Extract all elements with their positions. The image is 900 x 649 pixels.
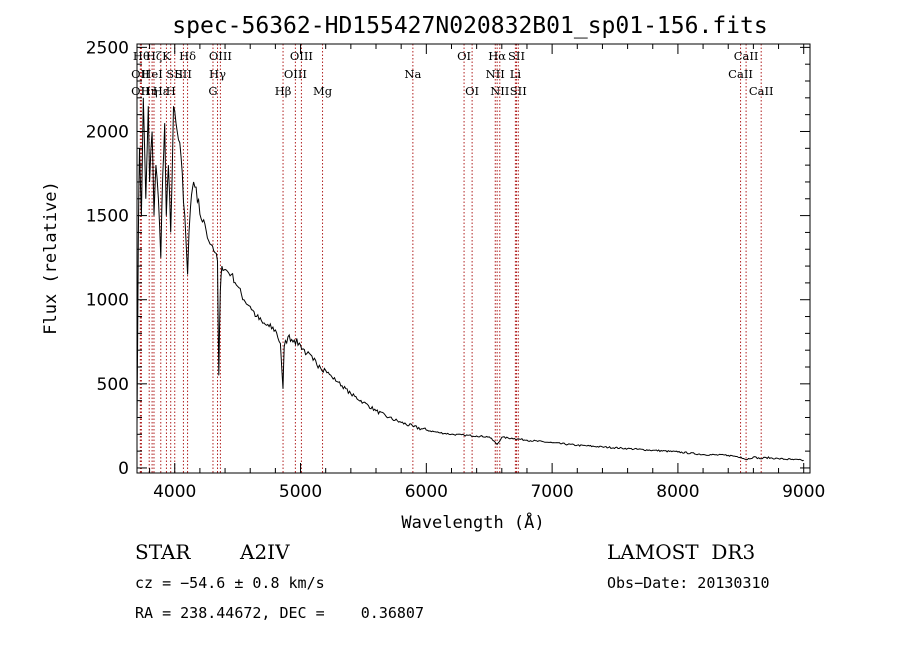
spectral-line-label: Hγ bbox=[209, 67, 226, 81]
y-tick-label: 2000 bbox=[86, 122, 129, 142]
redshift-velocity: cz = −54.6 ± 0.8 km/s bbox=[135, 574, 325, 592]
y-tick-label: 1500 bbox=[86, 207, 129, 227]
spectral-line-label: HeI bbox=[141, 67, 162, 81]
x-axis-label: Wavelength (Å) bbox=[401, 511, 544, 533]
y-tick-label: 500 bbox=[97, 375, 129, 395]
spectral-line-label: K bbox=[162, 49, 171, 63]
observation-date: Obs−Date: 20130310 bbox=[607, 574, 770, 592]
spectral-line-label: H bbox=[166, 84, 176, 98]
y-tick-label: 1000 bbox=[86, 291, 129, 311]
plot-frame bbox=[136, 43, 811, 474]
spectral-line-label: Hδ bbox=[179, 49, 196, 63]
spectral-line-markers bbox=[139, 44, 762, 473]
spectral-line-label: CaII bbox=[749, 84, 774, 98]
spectral-line-label: CaII bbox=[734, 49, 759, 63]
flux-series-line bbox=[136, 97, 804, 462]
object-subclass: A2IV bbox=[240, 540, 290, 564]
chart-title: spec-56362-HD155427N020832B01_sp01-156.f… bbox=[172, 13, 767, 39]
spectral-line-label: Li bbox=[510, 67, 522, 81]
spectral-line-label: SII bbox=[175, 67, 192, 81]
y-axis-label: Flux (relative) bbox=[41, 181, 61, 335]
spectral-line-label: OI bbox=[465, 84, 479, 98]
spectral-line-label: OIII bbox=[284, 67, 307, 81]
y-tick-label: 2500 bbox=[86, 38, 129, 58]
spectral-line-label: OIII bbox=[209, 49, 232, 63]
spectral-line-label: OII bbox=[131, 67, 150, 81]
coordinates: RA = 238.44672, DEC = 0.36807 bbox=[135, 604, 424, 622]
spectral-line-label: OI bbox=[457, 49, 471, 63]
spectral-line-label: Hβ bbox=[275, 84, 292, 98]
y-tick-label: 0 bbox=[118, 459, 129, 479]
y-axis-ticks: 0 500 1000 1500 2000 2500 bbox=[86, 38, 810, 479]
survey-name: LAMOST DR3 bbox=[607, 540, 756, 564]
spectral-line-labels: HθOIIOIIHηHζHeIHεKHSIIHδSIIGHγOIIIHβOIII… bbox=[131, 49, 773, 98]
x-tick-label: 8000 bbox=[656, 482, 699, 502]
spectral-line-label: SII bbox=[166, 67, 183, 81]
x-tick-label: 9000 bbox=[782, 482, 825, 502]
spectral-line-label: G bbox=[208, 84, 217, 98]
spectral-line-label: CaII bbox=[728, 67, 753, 81]
spectral-line-label: OII bbox=[131, 84, 150, 98]
spectral-line-label: Na bbox=[404, 67, 421, 81]
spectral-line-label: NII bbox=[490, 84, 509, 98]
spectral-line-label: NII bbox=[486, 67, 505, 81]
object-class: STAR bbox=[135, 540, 191, 564]
x-tick-label: 7000 bbox=[530, 482, 573, 502]
spectral-line-label: Mg bbox=[313, 84, 333, 98]
spectral-line-label: Hε bbox=[153, 84, 169, 98]
x-tick-label: 4000 bbox=[153, 482, 196, 502]
x-tick-label: 6000 bbox=[405, 482, 448, 502]
spectral-line-label: Hα bbox=[488, 49, 506, 63]
spectral-line-label: OIII bbox=[290, 49, 313, 63]
spectral-line-label: Hζ bbox=[146, 49, 162, 63]
x-axis-ticks: 4000 5000 6000 7000 8000 9000 bbox=[149, 44, 825, 502]
spectral-line-label: Hη bbox=[141, 84, 158, 98]
x-tick-label: 5000 bbox=[279, 482, 322, 502]
spectral-line-label: SII bbox=[510, 84, 527, 98]
spectral-line-label: SII bbox=[508, 49, 525, 63]
